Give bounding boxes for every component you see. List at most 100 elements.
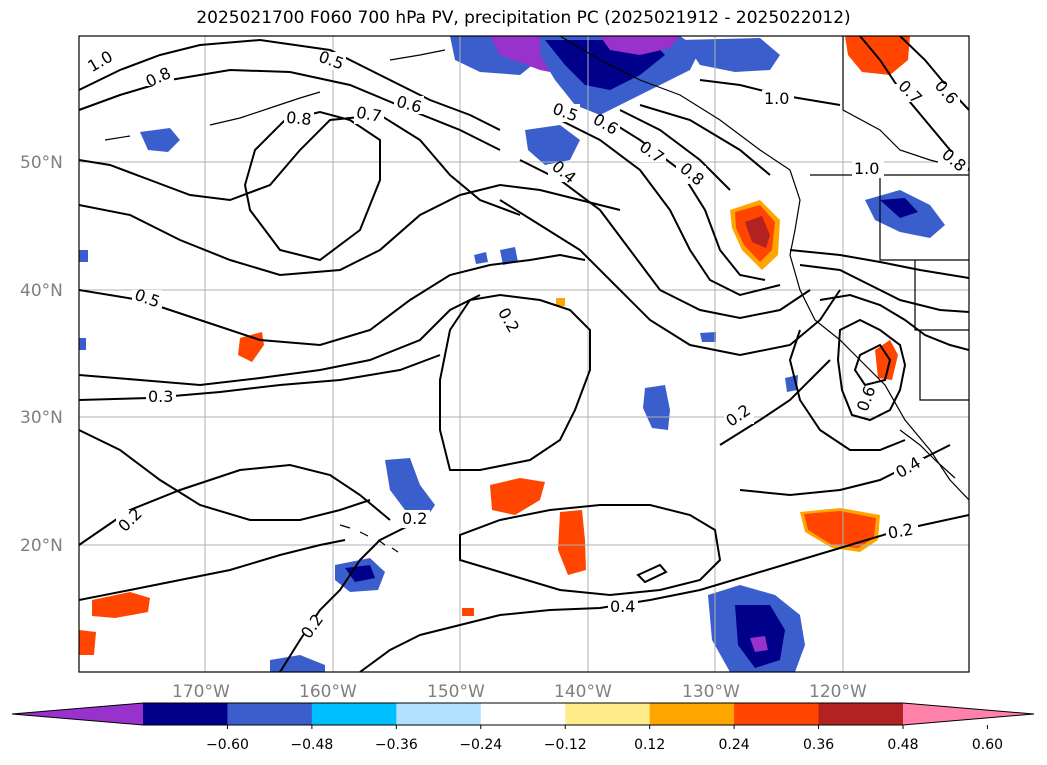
contour-label: 0.2: [402, 509, 427, 528]
contour-line: [79, 38, 501, 131]
latitude-labels: 50°N 40°N 30°N 20°N: [20, 153, 63, 556]
contour-label: 1.0: [84, 47, 116, 76]
coastline: [339, 524, 399, 553]
contour-line: [79, 463, 391, 546]
coastline: [104, 135, 131, 141]
precip-blob: [140, 128, 180, 152]
lon-label: 140°W: [554, 682, 612, 702]
longitude-labels: 170°W 160°W 150°W 140°W 130°W 120°W: [172, 682, 867, 702]
contour-label: 0.4: [892, 453, 924, 482]
contour-line: [459, 504, 722, 597]
contour-line: [279, 524, 411, 672]
precip-blob: [745, 216, 770, 248]
map-area: [79, 36, 969, 672]
contour-line: [639, 104, 771, 176]
contour-label: 0.7: [894, 76, 925, 107]
precip-blob: [735, 605, 785, 668]
precip-blob: [525, 125, 580, 165]
precip-blob: [79, 630, 96, 655]
contour-label: 0.8: [938, 145, 970, 176]
contour-line: [619, 109, 731, 191]
coastline: [389, 49, 446, 61]
precip-blob: [600, 36, 680, 55]
contour-label-bg: [550, 104, 580, 122]
precip-blob: [462, 608, 474, 616]
contour-label-bg: [894, 84, 924, 102]
contour-line: [636, 563, 668, 584]
contour-label-bg: [316, 52, 346, 70]
precip-blob: [804, 511, 876, 548]
colorbar-ticks: −0.60 −0.48 −0.36 −0.24 −0.12 0.12 0.24 0.36 0.4…: [206, 725, 1003, 753]
colorbar-cell: [818, 703, 904, 725]
contour-label: 0.2: [886, 520, 914, 543]
contour-label-bg: [144, 68, 174, 86]
lon-label: 150°W: [427, 682, 485, 702]
precip-blob: [558, 510, 586, 575]
coastline: [914, 260, 969, 331]
colorbar-tick-label: 0.24: [719, 737, 750, 753]
contour-line: [599, 114, 766, 281]
colorbar-extend-high: [903, 703, 1034, 725]
precip-blob: [270, 655, 325, 672]
precip-blob: [500, 247, 518, 265]
colorbar-cell: [227, 703, 313, 725]
contour-line: [79, 294, 481, 387]
colorbar-tick-label: −0.48: [290, 737, 333, 753]
lat-label: 40°N: [20, 281, 63, 301]
contour-label-bg: [676, 166, 706, 184]
contour-label-bg: [894, 458, 924, 476]
contour-line: [819, 293, 969, 351]
colorbar-extend-low: [12, 703, 143, 725]
colorbar-tick-label: −0.24: [459, 737, 502, 753]
contour-label: 1.0: [764, 89, 789, 108]
contour-label-bg: [608, 598, 638, 616]
contour-line: [243, 110, 381, 262]
coastline: [209, 91, 321, 126]
colorbar-outline: [11, 702, 1035, 726]
colorbar: −0.60 −0.48 −0.36 −0.24 −0.12 0.12 0.24 0.36 0.4…: [11, 702, 1035, 753]
contour-line: [79, 113, 521, 216]
precip-blob: [79, 338, 86, 350]
precip-blob: [680, 38, 780, 72]
contour-line: [799, 264, 969, 313]
contour-line: [79, 183, 621, 277]
contour-label: 0.2: [114, 504, 145, 535]
precip-blob: [79, 250, 88, 262]
coastline: [842, 36, 969, 171]
contour-label: 1.0: [854, 159, 879, 178]
contour-line: [79, 68, 501, 151]
precip-blob: [92, 592, 150, 618]
contour-label-bg: [724, 406, 754, 424]
precip-blob: [556, 298, 565, 306]
contour-line: [79, 539, 346, 601]
colorbar-cell: [734, 703, 820, 725]
colorbar-tick-label: −0.12: [544, 737, 587, 753]
contour-label: 0.2: [494, 304, 523, 336]
contour-label-bg: [400, 510, 430, 528]
colorbar-tick-label: 0.60: [972, 737, 1003, 753]
precip-blob: [875, 340, 898, 380]
coastline: [879, 175, 969, 261]
coastline: [559, 36, 969, 501]
contour-label-bg: [938, 152, 968, 170]
coastlines: [104, 36, 969, 553]
contour-label-bg: [636, 144, 666, 162]
contour-label-bg: [852, 160, 884, 178]
precip-blob: [643, 385, 670, 430]
contour-label-bg: [298, 616, 328, 634]
contour-label-bg: [852, 388, 882, 406]
precip-blob: [490, 478, 545, 515]
colorbar-cell: [311, 703, 397, 725]
precip-blob: [385, 458, 435, 520]
colorbar-cell: [480, 703, 566, 725]
contour-label-bg: [394, 96, 424, 114]
contour-line: [836, 318, 907, 422]
contour-line: [853, 343, 892, 387]
precip-blob: [880, 198, 918, 218]
colorbar-cell: [649, 703, 735, 725]
lon-label: 120°W: [809, 682, 867, 702]
precip-negative: [79, 36, 945, 672]
pv-contours: [79, 36, 969, 672]
colorbar-tick-label: −0.36: [375, 737, 418, 753]
